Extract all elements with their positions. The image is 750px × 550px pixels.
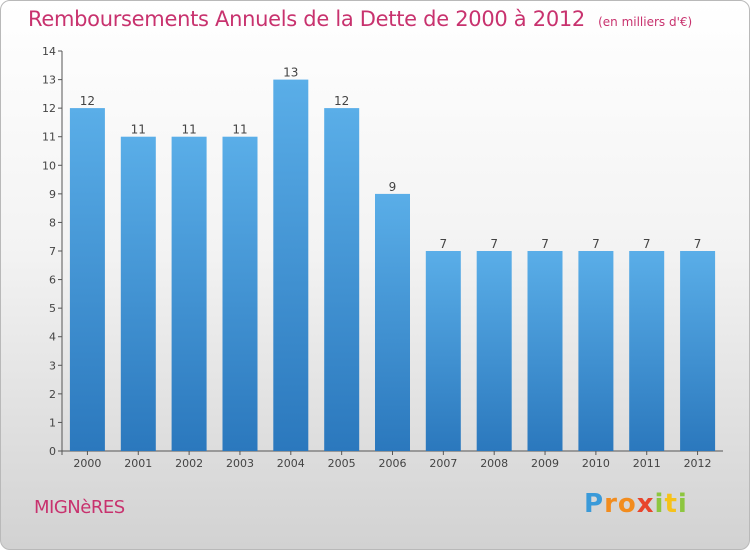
value-label: 12 [80,94,95,108]
y-tick-label: 7 [49,245,56,258]
x-tick-label: 2004 [277,457,305,470]
logo-letter: x [636,489,655,519]
title-line: Remboursements Annuels de la Dette de 20… [28,7,692,31]
y-tick-label: 5 [49,302,56,315]
x-tick-label: 2005 [328,457,356,470]
bar-2006 [375,193,410,451]
value-label: 7 [643,237,651,251]
bar-2001 [120,136,156,451]
y-tick-label: 12 [42,102,56,115]
bar-2008 [476,251,512,451]
value-label: 7 [440,237,448,251]
value-label: 12 [334,94,349,108]
value-label: 11 [131,123,146,137]
logo-letter: P [584,489,605,519]
bar-2002 [171,136,207,451]
y-tick-label: 10 [42,159,56,172]
chart-title: Remboursements Annuels de la Dette de 20… [28,7,585,31]
x-tick-label: 2000 [73,457,101,470]
proxiti-logo: Proxiti [584,489,688,519]
x-tick-label: 2010 [582,457,610,470]
y-tick-label: 8 [49,216,56,229]
bar-2000 [69,108,105,451]
logo-letter: i [677,489,688,519]
value-label: 13 [283,66,298,80]
bar-2010 [578,251,614,451]
x-tick-label: 2007 [429,457,457,470]
bar-2009 [527,251,563,451]
logo-letter: t [664,489,678,519]
y-tick-label: 9 [49,188,56,201]
y-tick-label: 1 [49,416,56,429]
y-tick-label: 6 [49,274,56,287]
value-label: 7 [694,237,702,251]
y-tick-label: 13 [42,74,56,87]
bar-2012 [680,251,716,451]
labels: 2000 12 2001 11 2002 11 2003 11 2004 13 2005 12 2006… [73,66,711,470]
x-tick-label: 2006 [379,457,407,470]
value-label: 11 [181,123,196,137]
y-tick-label: 14 [42,45,56,58]
value-label: 7 [541,237,549,251]
x-tick-label: 2011 [633,457,661,470]
x-tick-label: 2002 [175,457,203,470]
bar-2003 [222,136,258,451]
logo-letter: r [604,489,618,519]
place-name: MIGNèRES [34,497,125,518]
bar-2007 [425,251,461,451]
value-label: 7 [490,237,498,251]
bar-2011 [629,251,665,451]
y-tick-label: 2 [49,388,56,401]
y-tick-label: 3 [49,359,56,372]
value-label: 11 [232,123,247,137]
x-tick-label: 2012 [684,457,712,470]
value-label: 9 [389,180,397,194]
y-tick-label: 11 [42,131,56,144]
x-tick-label: 2008 [480,457,508,470]
x-tick-label: 2003 [226,457,254,470]
y-tick-label: 0 [49,445,56,458]
x-tick-label: 2001 [124,457,152,470]
bars [69,79,716,451]
x-tick-label: 2009 [531,457,559,470]
bar-2004 [273,79,309,451]
value-label: 7 [592,237,600,251]
y-tick-label: 4 [49,331,56,344]
logo-letter: i [654,489,665,519]
logo-letter: o [617,489,637,519]
chart-unit: (en milliers d'€) [598,15,693,29]
bar-2005 [324,108,360,451]
